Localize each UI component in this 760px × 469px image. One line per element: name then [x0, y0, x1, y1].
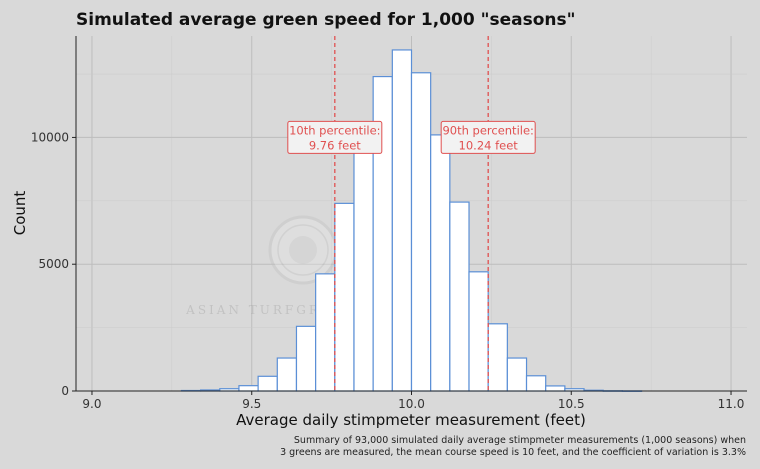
histogram-bar	[487, 323, 508, 392]
histogram-bar	[410, 72, 432, 392]
histogram-bar	[391, 49, 413, 392]
percentile-label-line2: 10.24 feet	[459, 138, 519, 152]
histogram-bar	[468, 271, 489, 392]
histogram-bar	[506, 357, 528, 392]
histogram-bar	[257, 375, 278, 392]
histogram-bar	[315, 273, 336, 392]
x-tick-label: 10.0	[398, 397, 425, 411]
percentile-annotations: 10th percentile:9.76 feet 90th percentile…	[287, 120, 536, 154]
percentile-lines	[334, 36, 489, 391]
y-tick-label: 10000	[31, 130, 69, 144]
histogram-bar	[276, 357, 298, 392]
histogram-bar	[353, 136, 374, 392]
seal-inner-ring	[277, 224, 329, 276]
y-axis-title: Count	[11, 191, 29, 236]
histogram-bar	[334, 202, 355, 392]
x-ticks: 9.0 9.5 10.0 10.5 11.0	[82, 391, 744, 411]
caption-line-2: 3 greens are measured, the mean course s…	[280, 447, 746, 458]
caption-line-1: Summary of 93,000 simulated daily averag…	[294, 435, 746, 446]
histogram-bar	[238, 385, 259, 392]
histogram-bar	[545, 385, 566, 392]
histogram-bars	[180, 49, 643, 392]
percentile-label-line1: 10th percentile:	[289, 123, 380, 137]
x-axis-title: Average daily stimpmeter measurement (fe…	[236, 411, 586, 429]
histogram-bar	[525, 375, 547, 392]
x-tick-label: 9.5	[242, 397, 261, 411]
y-ticks: 0 5000 10000	[31, 130, 76, 398]
percentile-label-box	[287, 120, 383, 154]
chart-title: Simulated average green speed for 1,000 …	[76, 10, 575, 30]
seal-core	[289, 236, 317, 264]
histogram-bar	[430, 134, 451, 392]
percentile-label-line2: 9.76 feet	[309, 138, 361, 152]
y-tick-label: 0	[61, 384, 69, 398]
histogram-bar	[449, 201, 470, 392]
x-tick-label: 11.0	[718, 397, 745, 411]
percentile-label-box	[440, 120, 536, 154]
x-tick-label: 10.5	[558, 397, 585, 411]
histogram-bar	[295, 325, 317, 392]
y-tick-label: 5000	[38, 257, 69, 271]
x-tick-label: 9.0	[82, 397, 101, 411]
percentile-label-line1: 90th percentile:	[442, 123, 533, 137]
